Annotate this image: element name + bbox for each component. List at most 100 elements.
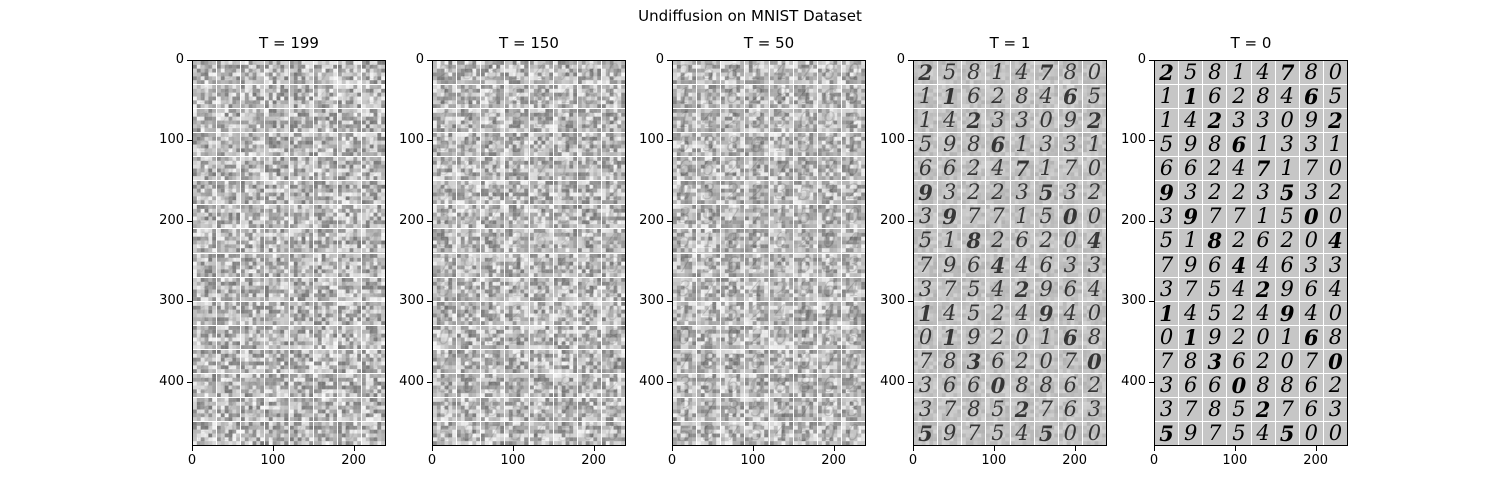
digit-glyph: 0 <box>847 422 860 444</box>
digit-cell: 8 <box>1179 349 1203 373</box>
digit-glyph: 0 <box>367 422 380 444</box>
digit-glyph: 7 <box>438 254 451 276</box>
digit-cell: 3 <box>577 181 601 205</box>
digit-cell: 2 <box>841 109 865 133</box>
digit-glyph: 2 <box>437 62 452 83</box>
digit-cell: 9 <box>1034 301 1058 325</box>
digit-glyph: 6 <box>1232 350 1245 372</box>
digit-cell: 0 <box>313 349 337 373</box>
x-tick-mark <box>752 446 754 451</box>
digit-glyph: 5 <box>510 398 523 420</box>
digit-glyph: 5 <box>798 423 813 444</box>
digit-cell: 6 <box>745 133 769 157</box>
digit-glyph: 3 <box>1015 110 1028 131</box>
digit-glyph: 3 <box>607 254 620 276</box>
digit-glyph: 3 <box>919 206 932 227</box>
digit-cell: 7 <box>1251 157 1275 181</box>
digit-glyph: 7 <box>1184 398 1197 420</box>
digit-glyph: 8 <box>1281 374 1294 396</box>
digit-cell: 5 <box>553 181 577 205</box>
digit-cell: 0 <box>1034 109 1058 133</box>
panel-title: T = 150 <box>432 34 626 52</box>
digit-cell: 3 <box>1082 253 1106 277</box>
digit-cell: 5 <box>721 301 745 325</box>
digit-cell: 1 <box>1323 133 1347 157</box>
digit-cell: 0 <box>337 421 361 445</box>
digit-cell: 3 <box>601 253 625 277</box>
y-tick-label: 300 <box>624 293 664 308</box>
digit-cell: 4 <box>601 277 625 301</box>
digit-glyph: 4 <box>294 422 307 444</box>
digit-glyph: 1 <box>750 62 763 83</box>
digit-glyph: 5 <box>437 423 452 444</box>
digit-glyph: 2 <box>726 110 741 131</box>
digit-cell: 3 <box>721 349 745 373</box>
digit-glyph: 5 <box>1159 423 1174 444</box>
y-tick-mark <box>427 220 432 222</box>
digit-glyph: 6 <box>726 254 739 276</box>
digit-glyph: 7 <box>343 350 356 372</box>
digit-cell: 7 <box>529 157 553 181</box>
y-tick-label: 300 <box>144 293 184 308</box>
digit-glyph: 2 <box>534 399 549 420</box>
digit-cell: 4 <box>841 277 865 301</box>
digit-glyph: 5 <box>367 86 380 107</box>
digit-cell: 6 <box>1058 325 1082 349</box>
x-tick-label: 200 <box>1055 453 1095 468</box>
digit-glyph: 0 <box>583 422 596 444</box>
digit-glyph: 7 <box>1208 206 1221 227</box>
digit-cell: 6 <box>1058 85 1082 109</box>
digit-glyph: 3 <box>438 206 451 227</box>
digit-glyph: 1 <box>677 303 692 324</box>
digit-cell: 9 <box>1179 253 1203 277</box>
digit-glyph: 5 <box>1088 86 1101 107</box>
digit-cell: 2 <box>313 229 337 253</box>
digit-cell: 8 <box>529 85 553 109</box>
digit-cell: 9 <box>217 253 241 277</box>
digit-cell: 7 <box>337 349 361 373</box>
digit-cell: 4 <box>1251 301 1275 325</box>
digit-cell: 3 <box>265 109 289 133</box>
digit-cell: 3 <box>1058 133 1082 157</box>
digit-cell: 5 <box>1323 85 1347 109</box>
digit-cell: 5 <box>914 229 938 253</box>
digit-cell: 2 <box>1227 301 1251 325</box>
digit-glyph: 7 <box>318 62 333 83</box>
digit-glyph: 4 <box>750 158 763 179</box>
digit-cell: 0 <box>1323 301 1347 325</box>
digit-cell: 2 <box>986 325 1010 349</box>
digit-cell: 0 <box>793 349 817 373</box>
digit-glyph: 8 <box>774 86 787 107</box>
digit-glyph: 5 <box>943 62 956 83</box>
digit-glyph: 0 <box>367 62 380 83</box>
digit-glyph: 2 <box>294 350 307 372</box>
digit-glyph: 0 <box>1015 326 1028 348</box>
digit-glyph: 0 <box>1087 351 1102 372</box>
digit-cell: 2 <box>289 349 313 373</box>
digit-glyph: 7 <box>798 62 813 83</box>
digit-glyph: 0 <box>1088 62 1101 83</box>
digit-cell: 7 <box>313 61 337 85</box>
digit-cell: 4 <box>457 301 481 325</box>
digit-cell: 9 <box>938 205 962 229</box>
digit-glyph: 8 <box>246 230 261 251</box>
digit-glyph: 0 <box>1088 158 1101 179</box>
digit-glyph: 3 <box>294 110 307 131</box>
digit-cell: 4 <box>361 277 385 301</box>
digit-cell: 2 <box>289 397 313 421</box>
digit-cell: 4 <box>938 109 962 133</box>
digit-glyph: 5 <box>1232 398 1245 420</box>
digit-glyph: 0 <box>799 110 812 131</box>
digit-cell: 9 <box>553 301 577 325</box>
digit-glyph: 1 <box>799 326 812 348</box>
digit-cell: 4 <box>697 109 721 133</box>
panel-0: T = 199 2 5 8 1 4 7 8 0 1 1 6 2 8 4 6 5 1 4 2 3 3 0 9 2 5 9 8 6 1 3 3 1 6… <box>159 34 386 494</box>
digit-cell: 1 <box>289 133 313 157</box>
digit-glyph: 1 <box>438 110 451 131</box>
digit-glyph: 9 <box>559 278 572 300</box>
digit-glyph: 4 <box>583 302 596 324</box>
digit-cell: 2 <box>1203 109 1227 133</box>
digit-glyph: 4 <box>367 278 380 300</box>
